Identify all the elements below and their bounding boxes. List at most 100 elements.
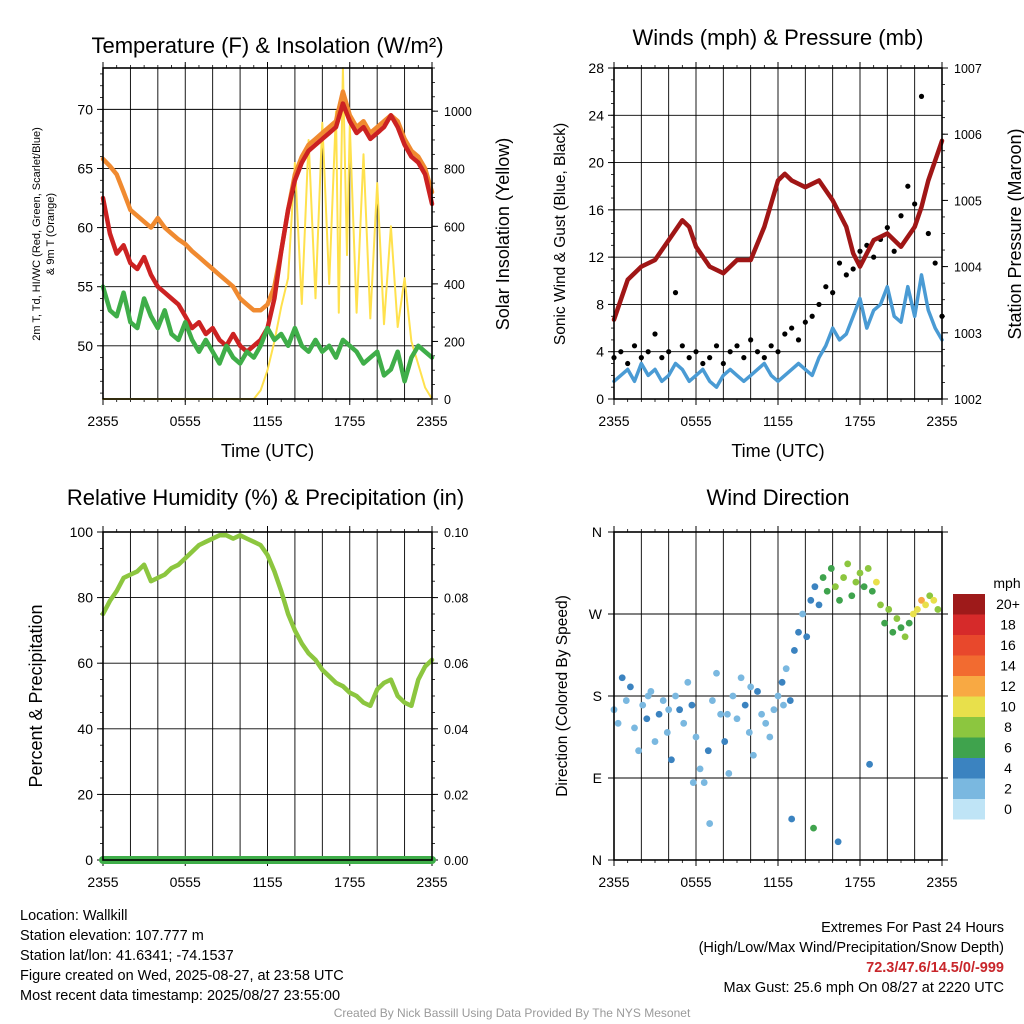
direction-point xyxy=(852,578,860,586)
y-tick-label: 20 xyxy=(588,155,604,171)
gust-point xyxy=(720,360,726,367)
legend-label: 10 xyxy=(1000,699,1016,715)
direction-point xyxy=(717,710,724,718)
x-tick-label: 1155 xyxy=(763,874,793,890)
wind-series-line xyxy=(612,273,944,389)
y2-tick-label: 0.06 xyxy=(444,657,468,671)
direction-point xyxy=(774,692,782,700)
gust-point xyxy=(686,355,692,361)
x-tick-label: 0555 xyxy=(170,874,201,890)
direction-point xyxy=(665,706,673,714)
direction-point xyxy=(644,692,652,700)
direction-point xyxy=(663,729,671,736)
gust-point xyxy=(816,301,822,308)
x-tick-label: 1155 xyxy=(763,413,793,429)
gust-point xyxy=(850,266,856,272)
y-tick-label: 40 xyxy=(77,721,93,737)
gust-point xyxy=(802,319,808,325)
y-axis-label-line2: & 9m T (Orange) xyxy=(45,193,57,275)
direction-point xyxy=(889,628,897,636)
direction-point xyxy=(680,719,688,727)
legend-swatch xyxy=(953,778,985,799)
credit-text: Created By Nick Bassill Using Data Provi… xyxy=(333,1006,691,1020)
y2-tick-label: 0 xyxy=(444,393,451,407)
y-tick-label: 12 xyxy=(588,249,604,265)
direction-point xyxy=(860,583,868,591)
direction-point xyxy=(778,678,786,686)
rh-series-line xyxy=(100,533,435,709)
y-tick-label: 50 xyxy=(77,338,93,354)
gust-point xyxy=(789,325,795,331)
y2-tick-label: 0.04 xyxy=(444,723,468,737)
y-tick-label: 70 xyxy=(77,101,93,117)
legend-swatch xyxy=(953,717,985,738)
x-tick-label: 1755 xyxy=(334,874,365,890)
legend-swatch xyxy=(953,594,985,615)
direction-point xyxy=(795,628,802,636)
direction-point xyxy=(700,779,708,786)
gust-point xyxy=(713,343,720,349)
direction-point xyxy=(786,697,794,704)
direction-point xyxy=(922,601,929,609)
gust-point xyxy=(884,224,890,231)
direction-point xyxy=(827,565,835,572)
legend-label: 12 xyxy=(1000,678,1016,694)
y-axis-label: Percent & Precipitation xyxy=(26,604,46,787)
direction-point xyxy=(676,706,683,714)
y2-tick-label: 1007 xyxy=(954,62,982,76)
y-tick-label: 8 xyxy=(596,296,604,312)
location-text: Location: Wallkill xyxy=(20,908,128,924)
max-gust-text: Max Gust: 25.6 mph On 08/27 at 2220 UTC xyxy=(723,980,1004,996)
direction-point xyxy=(791,647,798,654)
direction-point xyxy=(844,560,852,568)
x-tick-label: 1755 xyxy=(844,874,875,890)
x-tick-label: 0555 xyxy=(170,413,201,429)
direction-point xyxy=(627,683,634,691)
gust-point xyxy=(830,290,836,296)
legend-swatch xyxy=(953,655,985,676)
y2-tick-label: 0.02 xyxy=(444,788,468,802)
chart-title: Relative Humidity (%) & Precipitation (i… xyxy=(67,485,464,510)
direction-point xyxy=(741,701,749,709)
direction-point xyxy=(885,606,893,613)
y-tick-label: 16 xyxy=(588,202,604,218)
chart-title: Wind Direction xyxy=(706,485,849,510)
direction-point xyxy=(848,592,856,600)
direction-point xyxy=(868,587,876,595)
direction-point xyxy=(729,692,737,700)
direction-point xyxy=(747,683,755,691)
y-axis-label: Direction (Colored By Speed) xyxy=(554,595,571,797)
direction-point xyxy=(836,596,843,604)
legend-label: 4 xyxy=(1004,760,1012,776)
gust-point xyxy=(925,230,931,237)
direction-point xyxy=(926,592,934,600)
gust-point xyxy=(707,355,713,361)
direction-point xyxy=(643,715,651,723)
y2-tick-label: 0.10 xyxy=(444,526,468,540)
direction-point xyxy=(614,719,622,727)
y-tick-label: 65 xyxy=(77,160,93,176)
direction-point xyxy=(733,715,741,723)
y-tick-label: 55 xyxy=(77,279,93,295)
y2-tick-label: 0.08 xyxy=(444,592,468,606)
gust-point xyxy=(645,349,651,355)
direction-point xyxy=(834,838,842,846)
direction-point xyxy=(866,760,873,768)
gust-point xyxy=(631,343,638,349)
direction-point xyxy=(770,706,778,714)
extremes-info: Extremes For Past 24 Hours (High/Low/Max… xyxy=(699,918,1004,998)
legend-label: 14 xyxy=(1000,658,1016,674)
x-tick-label: 2355 xyxy=(926,413,957,429)
legend-swatch xyxy=(953,758,985,779)
direction-point xyxy=(877,601,884,609)
y2-tick-label: 0.00 xyxy=(444,854,468,868)
y-axis-label: Sonic Wind & Gust (Blue, Black) xyxy=(552,123,569,345)
legend-label: 6 xyxy=(1004,740,1012,756)
legend-label: 18 xyxy=(1000,617,1016,633)
direction-point xyxy=(622,697,630,704)
y2-tick-label: 1000 xyxy=(444,105,472,119)
direction-point xyxy=(914,606,921,613)
direction-point xyxy=(803,633,811,641)
y2-tick-label: 1005 xyxy=(954,194,982,208)
